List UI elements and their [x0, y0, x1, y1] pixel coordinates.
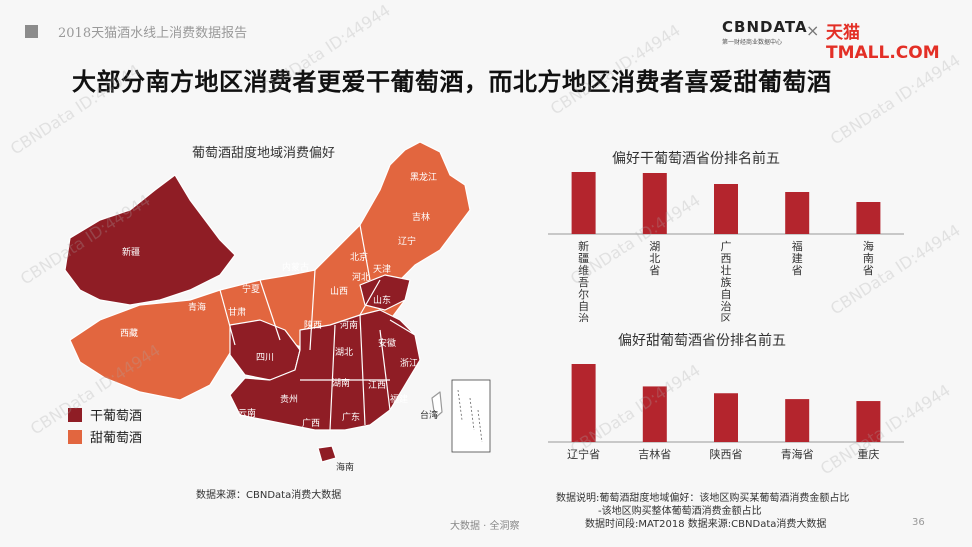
legend-item-sweet: 甜葡萄酒	[68, 426, 142, 446]
note-line3: 数据时间段:MAT2018 数据来源:CBNData消费大数据	[585, 519, 827, 530]
bar	[714, 393, 738, 442]
category-label: 陕西省	[710, 447, 743, 461]
bar	[571, 172, 596, 234]
chart1-title: 偏好干葡萄酒省份排名前五	[612, 151, 780, 167]
note-line1: 数据说明:葡萄酒甜度地域偏好：该地区购买某葡萄酒消费金额占比	[556, 493, 850, 504]
province-label: 湖北	[335, 348, 354, 358]
cross-icon: ×	[806, 21, 820, 40]
province-label: 辽宁	[398, 237, 417, 247]
category-label: 福建省	[792, 239, 803, 277]
province-label: 甘肃	[228, 308, 247, 318]
region-hainan	[317, 445, 337, 463]
province-label: 吉林	[412, 213, 431, 223]
category-label: 吉林省	[638, 447, 671, 461]
note-line2: -该地区购买整体葡萄酒消费金额占比	[598, 506, 762, 517]
page-headline: 大部分南方地区消费者更爱干葡萄酒，而北方地区消费者喜爱甜葡萄酒	[72, 68, 832, 96]
map-labels: 新疆山东四川 湖北 安徽 浙江湖南 江西贵州云南广西 广东 福建海南 西藏 青海甘肃 内蒙古山西陕…	[60, 130, 500, 480]
province-label: 河南	[340, 321, 359, 331]
region-south-dry	[229, 309, 421, 431]
province-label: 江西	[368, 381, 387, 391]
province-label: 内蒙古	[282, 263, 310, 273]
region-taiwan	[431, 391, 443, 419]
province-label: 台湾	[420, 411, 439, 421]
page-number: 36	[912, 517, 925, 528]
region-shandong	[359, 274, 411, 311]
category-label: 海南省	[863, 239, 874, 277]
province-label: 山东	[373, 296, 392, 306]
province-label: 天津	[373, 265, 392, 275]
province-label: 青海	[188, 303, 207, 313]
cbndata-logo-subtitle: 第一财经商业数据中心	[722, 39, 783, 46]
province-label: 广东	[342, 413, 361, 423]
category-label: 青海省	[781, 447, 814, 461]
province-label: 宁夏	[242, 285, 261, 295]
bar	[571, 364, 596, 442]
province-label: 新疆	[122, 248, 141, 258]
province-label: 西藏	[120, 329, 139, 339]
province-label: 山西	[330, 287, 349, 297]
footer-brand: 大数据 · 全洞察	[450, 521, 520, 532]
category-label: 辽宁省	[567, 447, 600, 461]
legend-swatch-dry	[68, 407, 82, 422]
region-xinjiang	[64, 174, 236, 306]
province-label: 四川	[256, 353, 275, 363]
province-label: 陕西	[304, 321, 323, 331]
category-label: 湖北省	[649, 240, 660, 277]
cbndata-logo: CBNDATA	[722, 18, 808, 36]
category-label: 广西壮族自治区	[721, 240, 732, 322]
china-preference-map	[64, 141, 491, 463]
bar	[785, 399, 810, 442]
bar	[785, 192, 810, 234]
bar	[856, 401, 881, 442]
header-square-icon	[25, 25, 38, 38]
province-label: 黑龙江	[410, 173, 438, 183]
province-label: 湖南	[332, 379, 351, 389]
province-label: 广西	[302, 419, 321, 429]
report-title: 2018天猫酒水线上消费数据报告	[58, 26, 248, 41]
chart2-title: 偏好甜葡萄酒省份排名前五	[618, 333, 786, 349]
province-label: 福建	[390, 395, 409, 405]
legend-label-dry: 干葡萄酒	[90, 409, 143, 424]
province-label: 海南	[336, 463, 355, 473]
watermark: CBNData ID:44944	[826, 50, 964, 149]
dry-wine-top5-chart: 新疆维吾尔自治区 湖北省 广西壮族自治区 福建省 海南省	[548, 172, 904, 322]
bar	[642, 173, 667, 234]
province-label: 浙江	[400, 359, 419, 369]
province-label: 安徽	[378, 339, 397, 349]
legend-item-dry: 干葡萄酒	[68, 404, 142, 424]
province-label: 云南	[238, 409, 257, 419]
legend-label-sweet: 甜葡萄酒	[90, 431, 143, 446]
legend-swatch-sweet	[68, 429, 82, 444]
bar	[856, 202, 881, 234]
bar	[714, 184, 738, 234]
province-label: 河北	[352, 273, 371, 283]
category-label: 新疆维吾尔自治区	[578, 239, 589, 322]
sweet-wine-top5-chart: 辽宁省 吉林省 陕西省 青海省 重庆	[548, 364, 904, 461]
map-title: 葡萄酒甜度地域消费偏好	[192, 146, 336, 161]
map-source: 数据来源：CBNData消费大数据	[196, 490, 342, 501]
tmall-logo: 天猫 TMALL.COM	[826, 23, 940, 63]
province-label: 贵州	[280, 395, 299, 405]
province-label: 北京	[350, 253, 369, 263]
bar	[642, 386, 667, 442]
category-label: 重庆	[857, 447, 879, 461]
south-china-sea-inset	[451, 379, 491, 453]
